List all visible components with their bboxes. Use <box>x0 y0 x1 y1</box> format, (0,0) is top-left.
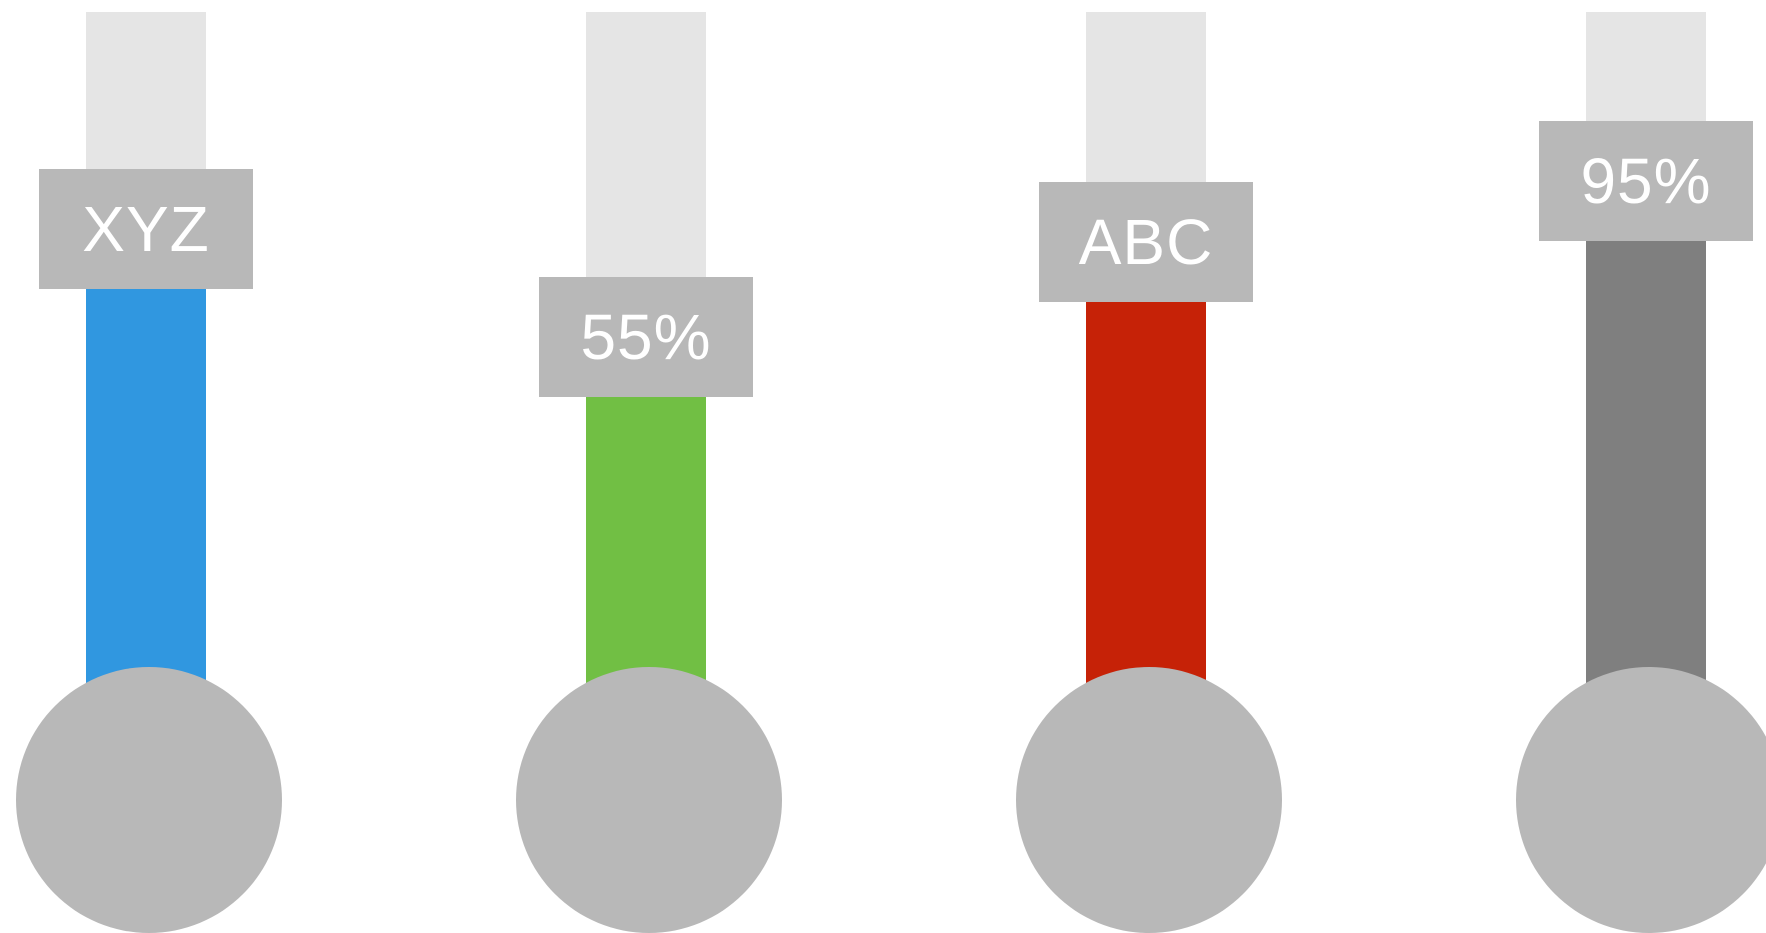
gauge-xyz: XYZ <box>12 0 292 933</box>
gauge-95-percent: 95% <box>1512 0 1766 933</box>
gauge-label: ABC <box>1039 182 1253 302</box>
gauge-tube <box>1586 12 1706 690</box>
gauge-label: 55% <box>539 277 753 397</box>
gauge-bulb <box>516 667 782 933</box>
gauge-tube <box>86 12 206 690</box>
gauge-label: XYZ <box>39 169 253 289</box>
gauge-tube <box>1086 12 1206 690</box>
gauge-55-percent: 55% <box>512 0 792 933</box>
gauge-bulb <box>16 667 282 933</box>
gauge-bulb <box>1016 667 1282 933</box>
gauge-bulb <box>1516 667 1766 933</box>
gauge-abc: ABC <box>1012 0 1292 933</box>
gauge-label: 95% <box>1539 121 1753 241</box>
